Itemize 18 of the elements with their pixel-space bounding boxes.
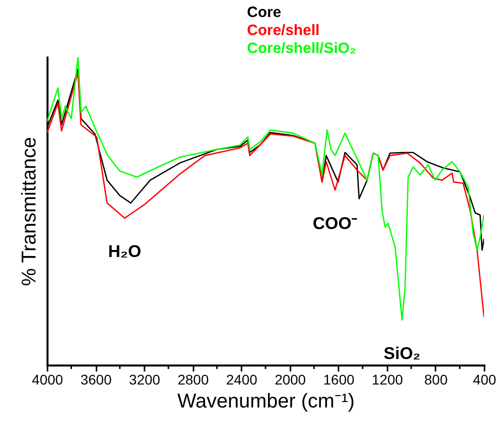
annotation: COO⁻	[312, 214, 358, 234]
annotation: SiO₂	[384, 344, 420, 364]
text: Core	[247, 4, 282, 21]
y-axis-title: % Transmittance	[18, 137, 40, 286]
x-tick-label: 1600	[323, 372, 355, 388]
text: Core/shell	[247, 22, 320, 39]
x-tick-label: 400	[472, 372, 496, 388]
x-tick-label: 1200	[372, 372, 404, 388]
annotation: H₂O	[108, 242, 142, 262]
x-tick-label: 4000	[32, 372, 64, 388]
text: Core/shell/SiO₂	[247, 40, 356, 57]
x-tick-label: 2400	[226, 372, 258, 388]
x-tick-label: 2800	[178, 372, 209, 388]
x-tick-label: 2000	[274, 372, 306, 388]
x-tick-label: 800	[424, 372, 448, 388]
x-axis-title: Wavenumber (cm⁻¹)	[177, 390, 355, 412]
x-tick-label: 3200	[129, 372, 160, 388]
x-tick-label: 3600	[80, 372, 112, 388]
